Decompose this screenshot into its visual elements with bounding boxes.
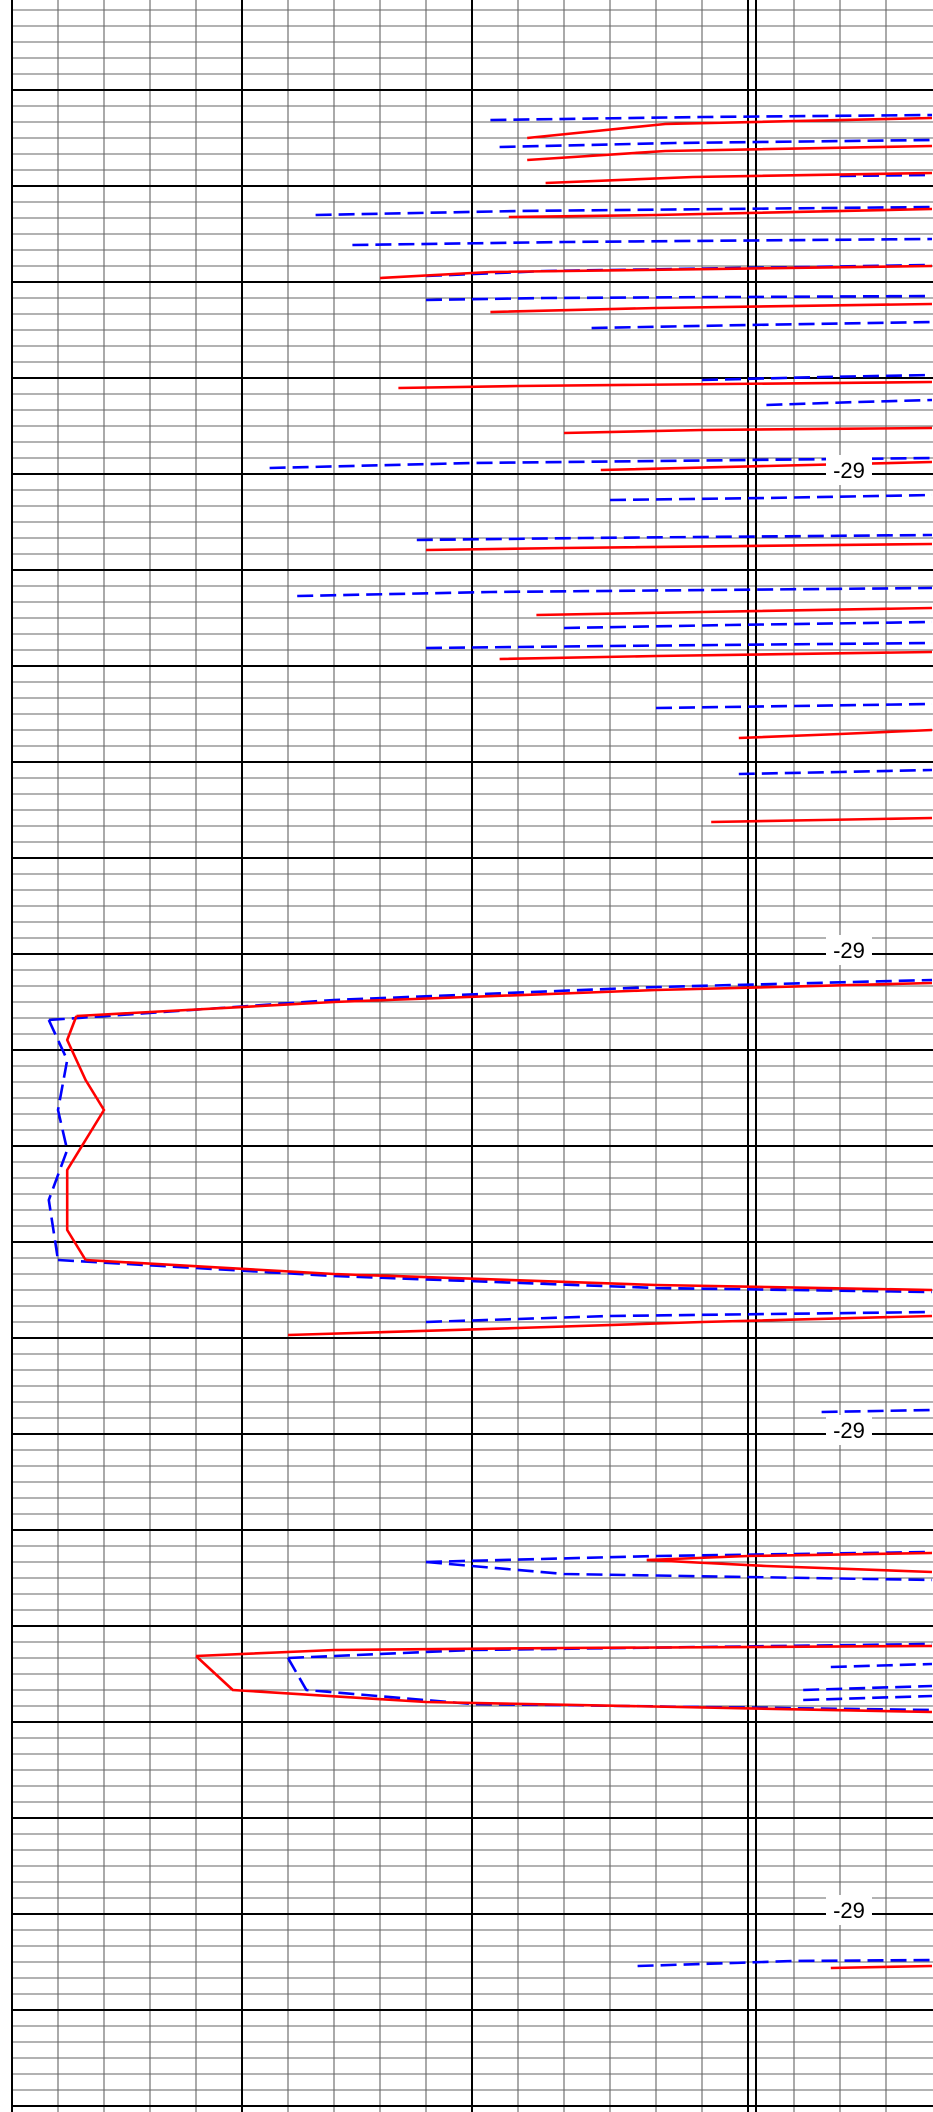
- dashed-series-line: [839, 173, 933, 178]
- solid-series-line: [545, 171, 933, 185]
- dashed-series-line: [821, 1408, 933, 1414]
- solid-series-line: [195, 1644, 933, 1658]
- solid-series-line: [65, 1015, 106, 1261]
- solid-series-line: [527, 116, 933, 140]
- tick-label: -29: [833, 1418, 865, 1443]
- dashed-series-line: [591, 320, 933, 330]
- series-layer: [47, 113, 933, 1970]
- solid-series-line: [646, 1551, 933, 1562]
- dashed-series-line: [563, 620, 933, 630]
- solid-series-line: [287, 1314, 933, 1337]
- dashed-series-line: [269, 456, 933, 470]
- solid-series-line: [600, 460, 933, 472]
- dashed-series-line: [766, 398, 933, 407]
- tick-labels: -29 -29 -29 -29: [826, 455, 872, 1925]
- solid-series-line: [646, 1558, 933, 1574]
- dashed-series-line: [655, 702, 933, 710]
- tick-label: -29: [833, 1898, 865, 1923]
- dashed-series-line: [490, 113, 933, 122]
- tick-label-group: -29: [826, 935, 872, 965]
- solid-series-line: [527, 144, 933, 162]
- solid-series-line: [738, 728, 933, 740]
- dashed-series-line: [803, 1694, 933, 1702]
- dashed-series-line: [609, 493, 933, 502]
- solid-series-line: [499, 650, 933, 661]
- tick-label: -29: [833, 458, 865, 483]
- tick-label-group: -29: [826, 1895, 872, 1925]
- dashed-series-line: [57, 1258, 933, 1294]
- tick-label: -29: [833, 938, 865, 963]
- solid-series-line: [195, 1655, 933, 1714]
- solid-series-line: [425, 542, 933, 552]
- solid-series-line: [563, 426, 933, 435]
- dashed-series-line: [425, 641, 933, 650]
- solid-series-line: [76, 981, 933, 1018]
- solid-series-line: [379, 264, 933, 280]
- dashed-series-line: [47, 1019, 69, 1261]
- dashed-series-line: [352, 237, 933, 247]
- solid-series-line: [830, 1964, 933, 1970]
- dashed-series-line: [701, 373, 933, 382]
- solid-series-line: [711, 816, 933, 824]
- solid-series-line: [85, 1258, 933, 1292]
- dashed-series-line: [286, 1657, 933, 1712]
- dashed-series-line: [499, 138, 933, 149]
- tick-label-background: [826, 1415, 872, 1445]
- solid-series-line: [536, 606, 933, 617]
- solid-series-line: [508, 207, 933, 219]
- grid-major: [11, 0, 933, 2112]
- dashed-series-line: [637, 1958, 933, 1968]
- dashed-series-line: [297, 586, 933, 598]
- dashed-series-line: [738, 768, 933, 776]
- tick-label-background: [826, 1895, 872, 1925]
- dashed-series-line: [416, 533, 933, 542]
- dashed-series-line: [830, 1662, 933, 1669]
- dashed-series-line: [425, 1560, 933, 1582]
- solid-series-line: [490, 302, 933, 314]
- dashed-series-line: [803, 1684, 933, 1692]
- dashed-series-line: [425, 1310, 933, 1324]
- tick-label-background: [826, 455, 872, 485]
- tick-label-background: [826, 935, 872, 965]
- dashed-series-line: [425, 294, 933, 302]
- solid-series-line: [398, 380, 933, 390]
- tick-label-group: -29: [826, 455, 872, 485]
- tick-label-group: -29: [826, 1415, 872, 1445]
